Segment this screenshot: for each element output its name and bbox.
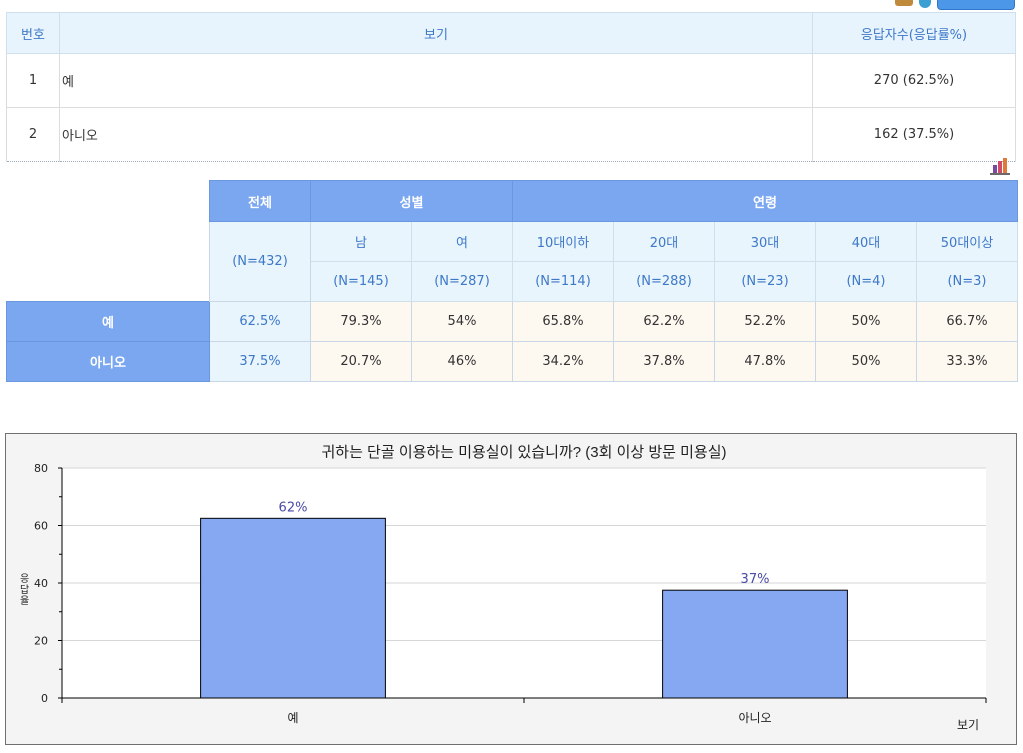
bar bbox=[662, 589, 848, 699]
x-tick-label: 아니오 bbox=[738, 711, 771, 725]
cell-value: 33.3% bbox=[916, 341, 1018, 382]
cell-value: 52.2% bbox=[714, 301, 816, 342]
table-row: 1 예 270 (62.5%) bbox=[6, 53, 1016, 108]
row-option: 아니오 bbox=[59, 107, 813, 162]
gender-n: (N=287) bbox=[411, 261, 513, 302]
age-n: (N=4) bbox=[815, 261, 917, 302]
chart-panel: 귀하는 단골 이용하는 미용실이 있습니까? (3회 이상 방문 미용실) 0 2… bbox=[5, 433, 1017, 745]
cell-value: 54% bbox=[411, 301, 513, 342]
chart-title: 귀하는 단골 이용하는 미용실이 있습니까? (3회 이상 방문 미용실) bbox=[321, 444, 726, 461]
table-row: 아니오 37.5% 20.7% 46% 34.2% 37.8% 47.8% 50… bbox=[6, 341, 1018, 382]
answer-table-header: 번호 보기 응답자수(응답률%) bbox=[6, 12, 1016, 54]
bar bbox=[200, 517, 386, 699]
cell-value: 50% bbox=[815, 341, 917, 382]
age-label: 10대이하 bbox=[512, 221, 614, 262]
cross-table: 전체 성별 연령 (N=432) 남 여 10대이하 20대 30대 40대 5… bbox=[6, 180, 1018, 382]
col-header-option: 보기 bbox=[59, 12, 813, 54]
top-toolbar bbox=[895, 0, 1015, 10]
col-header-no: 번호 bbox=[6, 12, 60, 54]
print-icon[interactable] bbox=[895, 0, 913, 6]
age-n: (N=114) bbox=[512, 261, 614, 302]
age-label: 50대이상 bbox=[916, 221, 1018, 262]
total-n: (N=432) bbox=[209, 221, 311, 302]
row-no: 1 bbox=[6, 53, 60, 108]
cell-value: 34.2% bbox=[512, 341, 614, 382]
cell-value: 50% bbox=[815, 301, 917, 342]
table-row: 2 아니오 162 (37.5%) bbox=[6, 107, 1016, 162]
age-label: 20대 bbox=[613, 221, 715, 262]
row-label: 아니오 bbox=[6, 341, 210, 382]
bar-chart-icon[interactable] bbox=[988, 157, 1012, 177]
bar-chart: 귀하는 단골 이용하는 미용실이 있습니까? (3회 이상 방문 미용실) 0 2… bbox=[20, 444, 987, 732]
y-tick-label: 80 bbox=[34, 462, 48, 475]
globe-icon[interactable] bbox=[919, 0, 931, 8]
corner-blank bbox=[6, 180, 210, 302]
row-count: 270 (62.5%) bbox=[812, 53, 1016, 108]
cell-value: 65.8% bbox=[512, 301, 614, 342]
row-no: 2 bbox=[6, 107, 60, 162]
age-label: 30대 bbox=[714, 221, 816, 262]
bar-data-label: 37% bbox=[741, 572, 770, 587]
gender-n: (N=145) bbox=[310, 261, 412, 302]
cell-value: 46% bbox=[411, 341, 513, 382]
cell-value: 20.7% bbox=[310, 341, 412, 382]
age-n: (N=288) bbox=[613, 261, 715, 302]
age-n: (N=3) bbox=[916, 261, 1018, 302]
cell-value: 47.8% bbox=[714, 341, 816, 382]
header-gender: 성별 bbox=[310, 180, 513, 222]
table-row: 예 62.5% 79.3% 54% 65.8% 62.2% 52.2% 50% … bbox=[6, 301, 1018, 342]
col-header-count: 응답자수(응답률%) bbox=[812, 12, 1016, 54]
cell-value: 62.2% bbox=[613, 301, 715, 342]
y-axis: 0 20 40 60 80 bbox=[34, 462, 63, 705]
bar-data-label: 62% bbox=[279, 500, 308, 515]
x-axis-label: 보기 bbox=[957, 718, 979, 732]
y-tick-label: 40 bbox=[34, 577, 48, 590]
cell-value: 66.7% bbox=[916, 301, 1018, 342]
row-label: 예 bbox=[6, 301, 210, 342]
gender-label: 남 bbox=[310, 221, 412, 262]
answer-table: 번호 보기 응답자수(응답률%) 1 예 270 (62.5%) 2 아니오 1… bbox=[6, 12, 1016, 162]
gender-label: 여 bbox=[411, 221, 513, 262]
row-total: 62.5% bbox=[209, 301, 311, 342]
row-total: 37.5% bbox=[209, 341, 311, 382]
y-tick-label: 0 bbox=[41, 692, 48, 705]
age-label: 40대 bbox=[815, 221, 917, 262]
row-option: 예 bbox=[59, 53, 813, 108]
header-age: 연령 bbox=[512, 180, 1018, 222]
age-n: (N=23) bbox=[714, 261, 816, 302]
cell-value: 79.3% bbox=[310, 301, 412, 342]
y-tick-label: 20 bbox=[34, 635, 48, 648]
y-tick-label: 60 bbox=[34, 520, 48, 533]
header-total: 전체 bbox=[209, 180, 311, 222]
bars: 62% 37% bbox=[200, 500, 848, 699]
x-axis: 예 아니오 bbox=[61, 697, 987, 725]
x-tick-label: 예 bbox=[287, 711, 298, 725]
cell-value: 37.8% bbox=[613, 341, 715, 382]
row-count: 162 (37.5%) bbox=[812, 107, 1016, 162]
top-action-button[interactable] bbox=[937, 0, 1015, 10]
